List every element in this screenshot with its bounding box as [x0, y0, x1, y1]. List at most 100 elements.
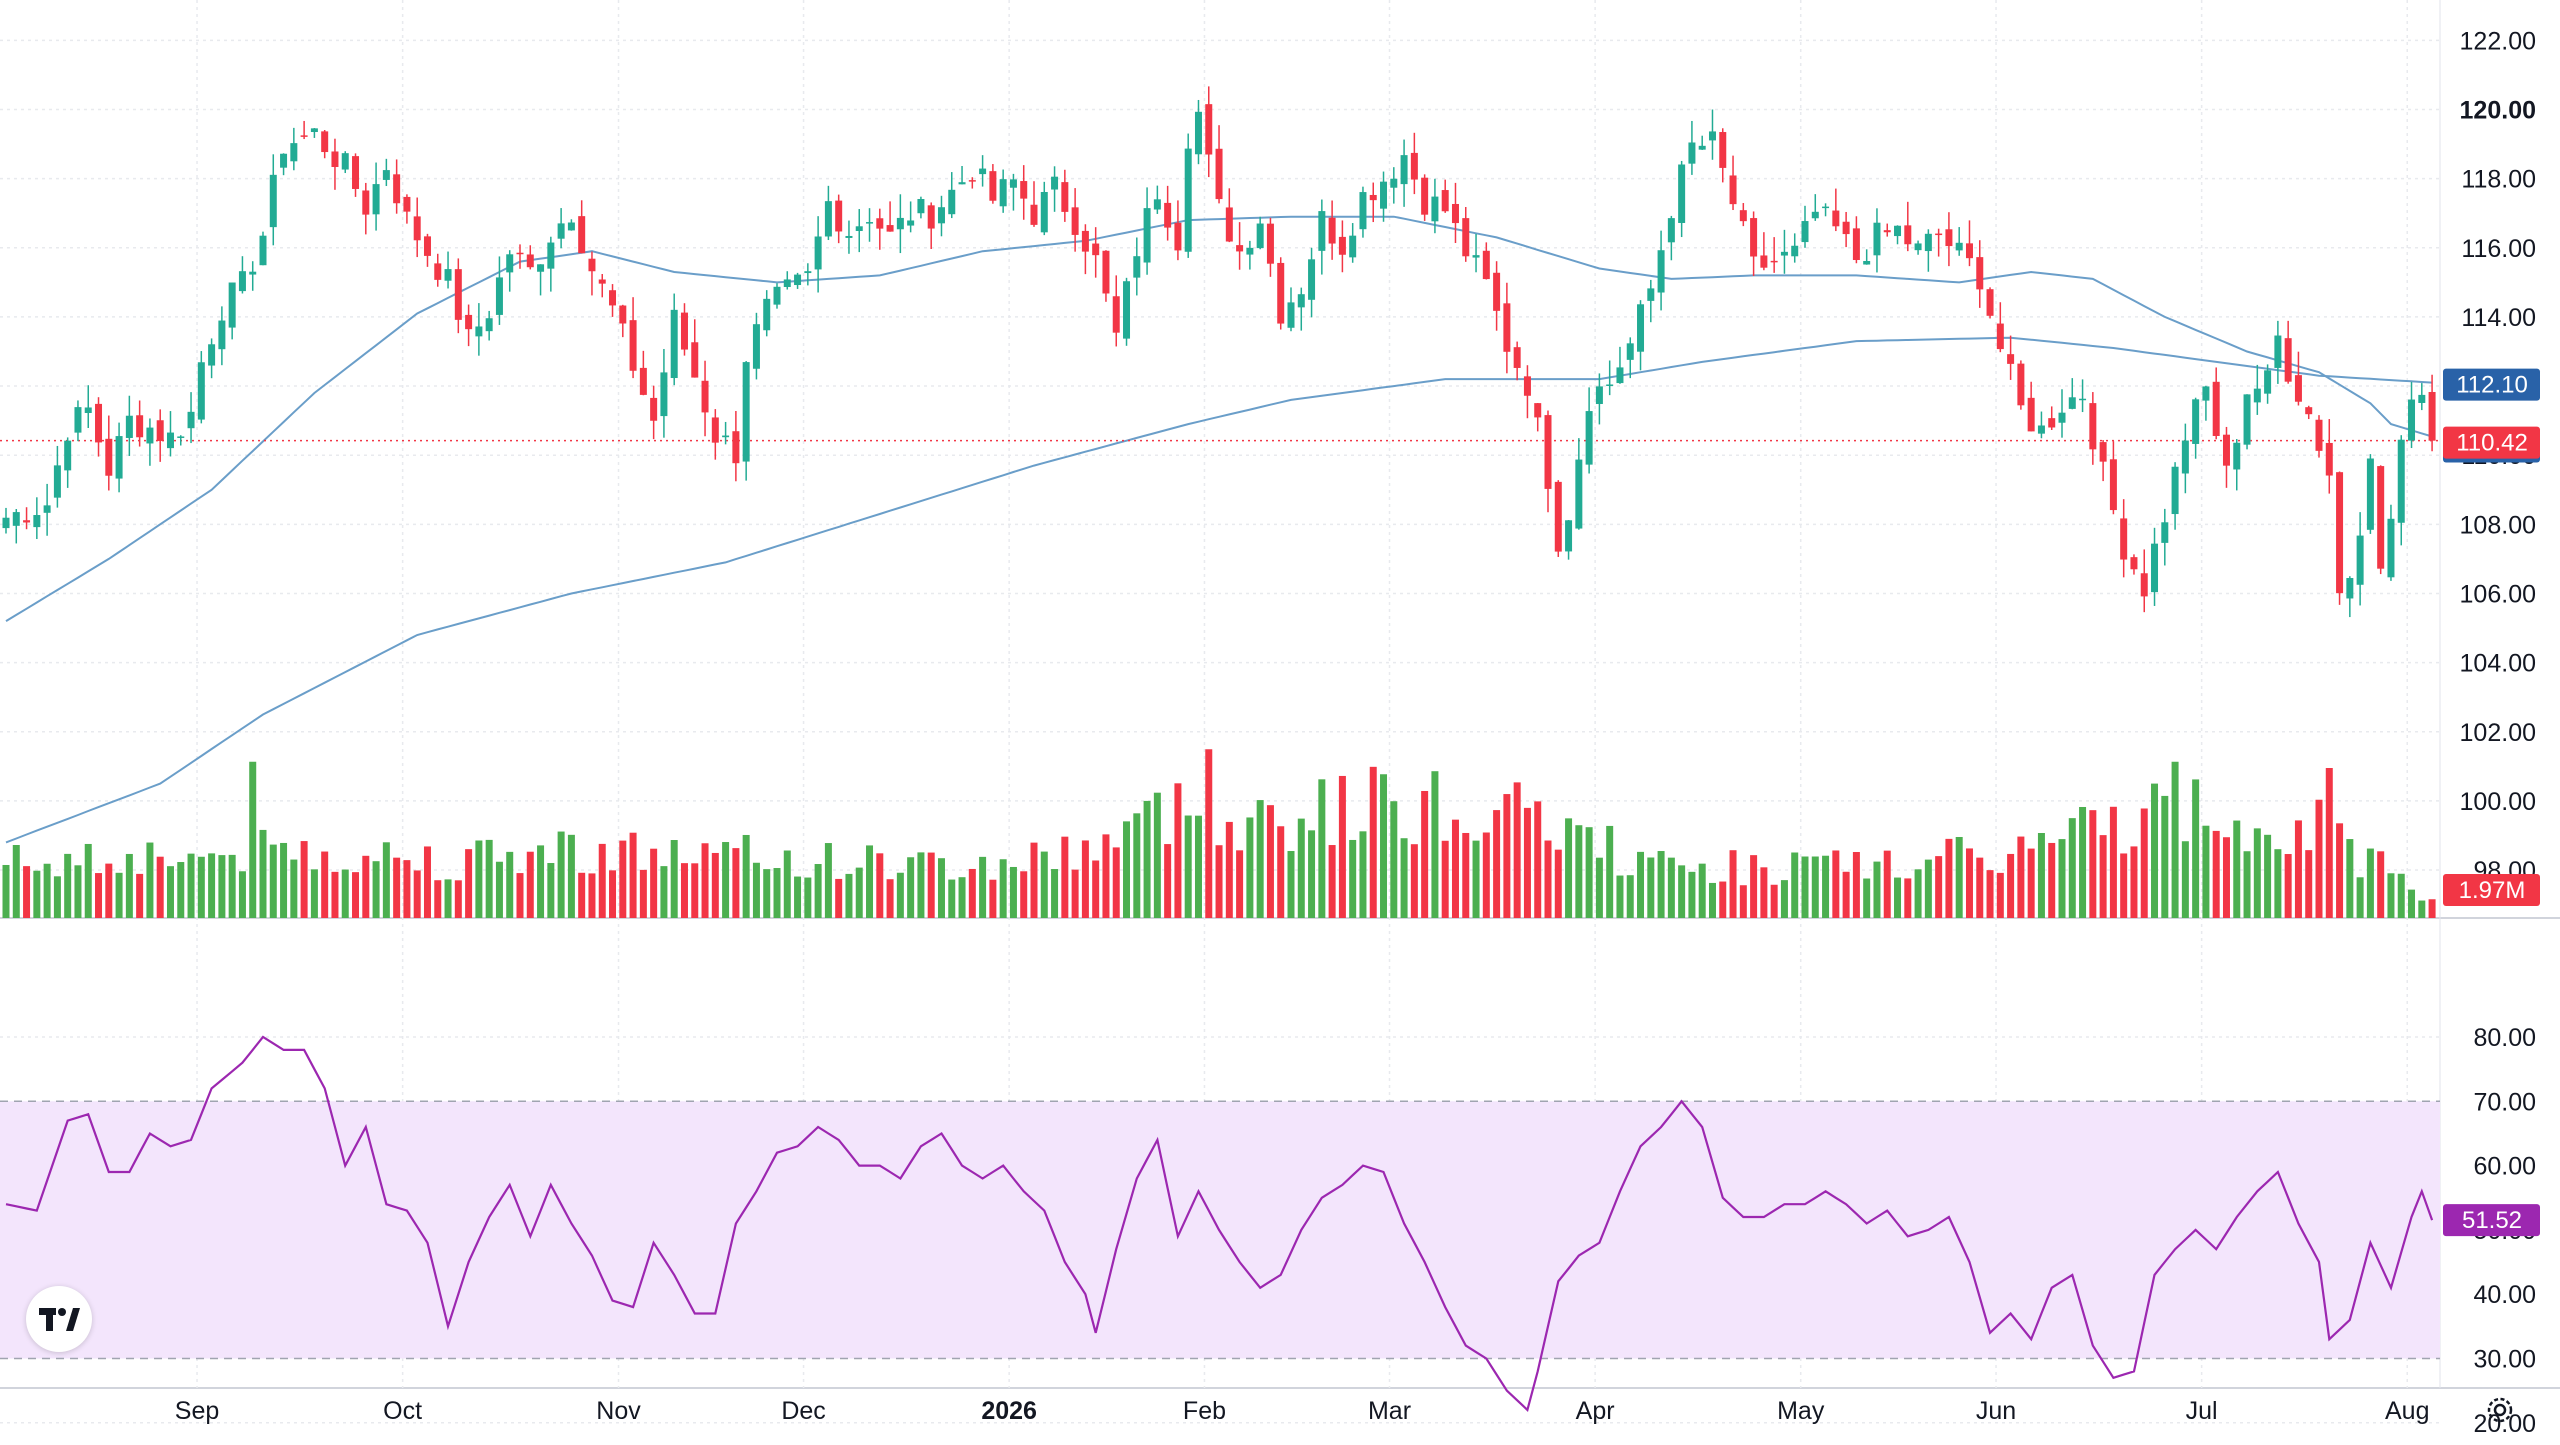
candle-body: [1719, 132, 1727, 168]
candle-body: [1565, 520, 1573, 552]
candle-body: [1647, 288, 1655, 301]
volume-bar: [1688, 871, 1696, 918]
volume-bar: [516, 873, 524, 918]
candle-body: [752, 324, 760, 369]
volume-bar: [403, 860, 411, 918]
price-tick-label: 104.00: [2460, 650, 2536, 678]
candle-body: [352, 156, 360, 189]
candle-body: [197, 362, 205, 420]
volume-bar: [2181, 841, 2189, 918]
candle-body: [2305, 407, 2313, 415]
volume-bar: [475, 840, 483, 918]
candle-body: [609, 290, 617, 306]
candle-body: [465, 314, 473, 330]
candle-body: [2356, 535, 2364, 585]
volume-bar: [2048, 842, 2056, 918]
candle-body: [1246, 247, 1254, 255]
candle-body: [1400, 155, 1408, 185]
moving-average-short-line: [5, 215, 2433, 622]
candle-body: [506, 254, 514, 273]
candle-body: [495, 277, 503, 315]
candle-body: [12, 512, 20, 526]
time-tick-label: Apr: [1576, 1397, 1615, 1425]
candle-body: [1863, 260, 1871, 265]
candle-body: [2325, 442, 2333, 476]
candle-body: [968, 180, 976, 182]
volume-bar: [1051, 869, 1059, 918]
volume-bar: [95, 873, 103, 918]
candle-body: [2, 517, 10, 529]
gear-icon[interactable]: [2480, 1390, 2520, 1430]
volume-bar: [2130, 846, 2138, 918]
candle-body: [1976, 257, 1984, 290]
volume-bar: [752, 862, 760, 918]
candle-body: [1123, 281, 1131, 339]
volume-bar: [2192, 779, 2200, 918]
volume-bar: [1277, 826, 1285, 918]
volume-bar: [310, 869, 318, 918]
rsi-tick-label: 30.00: [2473, 1346, 2536, 1374]
volume-bar: [619, 840, 627, 918]
volume-bar: [166, 866, 174, 918]
candle-body: [156, 420, 164, 441]
candle-body: [208, 344, 216, 366]
candle-body: [1832, 210, 1840, 227]
volume-bar: [2140, 808, 2148, 918]
volume-bar: [537, 845, 545, 918]
volume-bar: [1205, 749, 1213, 918]
time-tick-label: Jun: [1976, 1397, 2016, 1425]
candle-body: [1421, 177, 1429, 215]
candle-body: [742, 362, 750, 462]
candle-body: [2243, 394, 2251, 445]
rsi-layer: [5, 1035, 2434, 1412]
candle-body: [537, 264, 545, 272]
candle-body: [310, 128, 318, 133]
candle-body: [1822, 206, 1830, 209]
rsi-tick-label: 70.00: [2473, 1088, 2536, 1116]
candle-body: [2294, 375, 2302, 402]
volume-bar: [280, 842, 288, 918]
volume-bar: [732, 848, 740, 918]
candle-body: [444, 269, 452, 281]
candle-body: [1914, 243, 1922, 251]
candle-body: [1225, 207, 1233, 242]
volume-bar: [74, 865, 82, 918]
volume-bar: [1102, 834, 1110, 918]
candle-body: [1626, 343, 1634, 360]
candle-body: [660, 372, 668, 417]
candle-body: [146, 427, 154, 444]
candle-body: [1410, 152, 1418, 180]
candle-body: [2408, 399, 2416, 441]
tradingview-logo-icon[interactable]: [26, 1286, 92, 1352]
candle-body: [1482, 250, 1490, 280]
candle-body: [2428, 391, 2436, 441]
candle-body: [1935, 233, 1943, 236]
volume-bar: [177, 862, 185, 918]
candle-body: [1554, 481, 1562, 552]
volume-bar: [2366, 848, 2374, 918]
candle-body: [2181, 440, 2189, 474]
volume-bar: [2264, 834, 2272, 918]
candle-body: [2192, 399, 2200, 444]
volume-bar: [1986, 870, 1994, 918]
volume-bar: [1133, 813, 1141, 918]
candle-body: [1462, 218, 1470, 257]
candle-body: [1780, 251, 1788, 256]
price-tick-label: 122.00: [2460, 27, 2536, 55]
volume-bar: [711, 852, 719, 918]
price-tick-label: 118.00: [2461, 166, 2536, 194]
volume-bar: [1698, 863, 1706, 918]
candle-body: [1441, 190, 1449, 212]
candle-body: [105, 438, 113, 476]
volume-bar: [629, 832, 637, 918]
candle-body: [1678, 164, 1686, 223]
volume-bar: [2099, 835, 2107, 918]
time-tick-label: 2026: [981, 1397, 1037, 1425]
volume-bar: [1822, 855, 1830, 918]
volume-bar: [1215, 845, 1223, 918]
candle-body: [64, 440, 72, 471]
candle-body: [732, 431, 740, 464]
volume-bar: [588, 873, 596, 918]
